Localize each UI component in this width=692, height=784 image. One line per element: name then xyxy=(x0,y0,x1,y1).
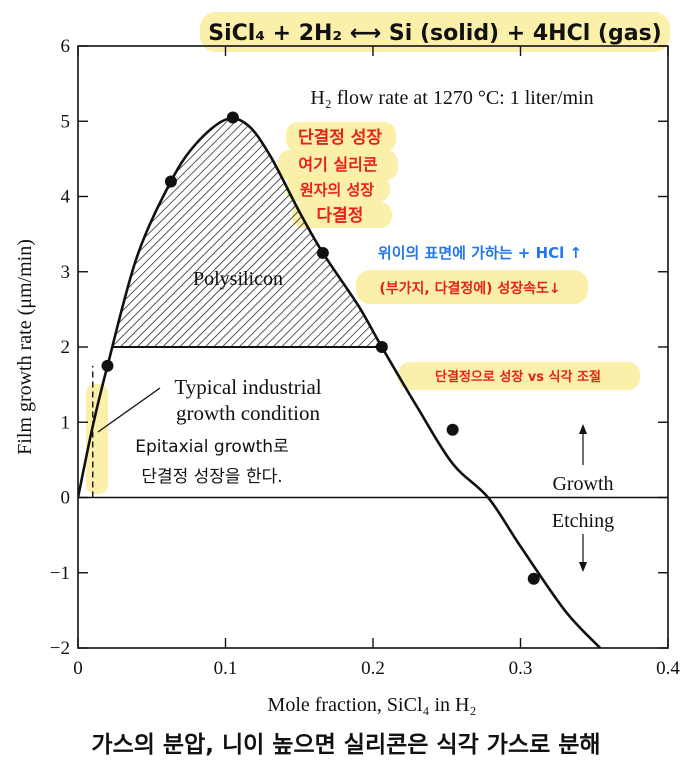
fit-curve xyxy=(78,117,602,648)
highlight-red3 xyxy=(286,176,390,202)
data-point xyxy=(226,111,239,124)
y-tick-label: 2 xyxy=(61,337,71,358)
data-point xyxy=(101,359,114,372)
chart-title: H₂ flow rate at 1270 °C: 1 liter/min xyxy=(310,87,593,109)
y-tick-label: 6 xyxy=(61,36,71,57)
polysilicon-region xyxy=(112,118,382,347)
y-tick-label: 5 xyxy=(61,111,71,132)
note-red-2: 여기 실리콘 xyxy=(298,155,377,174)
annotation-typical: Typical industrial xyxy=(174,375,321,399)
note-red-5: (부가지, 다결정에) 성장속도↓ xyxy=(379,280,560,297)
y-axis-label: Film growth rate (μm/min) xyxy=(14,239,36,455)
axis-ticks xyxy=(77,45,669,649)
y-tick-label: 3 xyxy=(61,262,71,283)
region-label-polysilicon: Polysilicon xyxy=(193,268,283,290)
highlight-red2 xyxy=(278,150,398,180)
highlight-red6 xyxy=(398,362,640,390)
note-bottom: 가스의 분압, 니이 높으면 실리콘은 식각 가스로 분해 xyxy=(91,732,600,758)
data-points xyxy=(101,111,540,585)
y-tick-label: −1 xyxy=(50,563,70,584)
data-point xyxy=(375,341,388,353)
note-red-1: 단결정 성장 xyxy=(298,128,382,148)
data-point xyxy=(527,572,540,585)
x-tick-label: 0.1 xyxy=(214,658,238,679)
note-epitaxial-2: 단결정 성장을 한다. xyxy=(141,467,282,487)
data-point xyxy=(316,246,329,259)
y-tick-label: 4 xyxy=(61,187,71,208)
highlights xyxy=(86,12,670,494)
highlight-red5 xyxy=(356,270,588,304)
note-red-6: 단결정으로 성장 vs 식각 조절 xyxy=(435,369,601,385)
x-tick-label: 0.2 xyxy=(361,658,385,679)
y-tick-label: 1 xyxy=(61,412,71,433)
highlight-reaction xyxy=(200,12,670,52)
highlight-red4 xyxy=(292,202,392,228)
annotation-growth-condition: growth condition xyxy=(176,401,321,425)
note-red-4: 다결정 xyxy=(317,206,364,226)
x-tick-label: 0.4 xyxy=(656,658,680,679)
y-tick-label: −2 xyxy=(50,638,70,659)
x-tick-label: 0 xyxy=(73,658,83,679)
note-epitaxial-1: Epitaxial growth로 xyxy=(135,437,288,457)
tick-labels: 0 0.1 0.2 0.3 0.4 −2 −1 0 1 2 3 4 5 6 xyxy=(50,36,681,679)
growth-arrow xyxy=(579,424,587,465)
y-tick-label: 0 xyxy=(61,488,71,509)
highlight-dashed xyxy=(86,384,108,494)
data-point xyxy=(164,175,177,188)
typical-pointer-line xyxy=(97,387,161,433)
note-red-3: 원자의 성장 xyxy=(300,181,374,199)
highlight-red1 xyxy=(286,122,396,152)
label-growth: Growth xyxy=(552,473,613,495)
label-etching: Etching xyxy=(552,510,614,532)
data-point xyxy=(446,423,459,436)
x-axis-label: Mole fraction, SiCl₄ in H₂ xyxy=(268,694,477,716)
etching-arrow xyxy=(579,534,587,572)
x-tick-label: 0.3 xyxy=(509,658,533,679)
note-reaction: SiCl₄ + 2H₂ ⟷ Si (solid) + 4HCl (gas) xyxy=(208,21,661,46)
note-blue: 위이의 표면에 가하는 + HCl ↑ xyxy=(378,244,582,262)
